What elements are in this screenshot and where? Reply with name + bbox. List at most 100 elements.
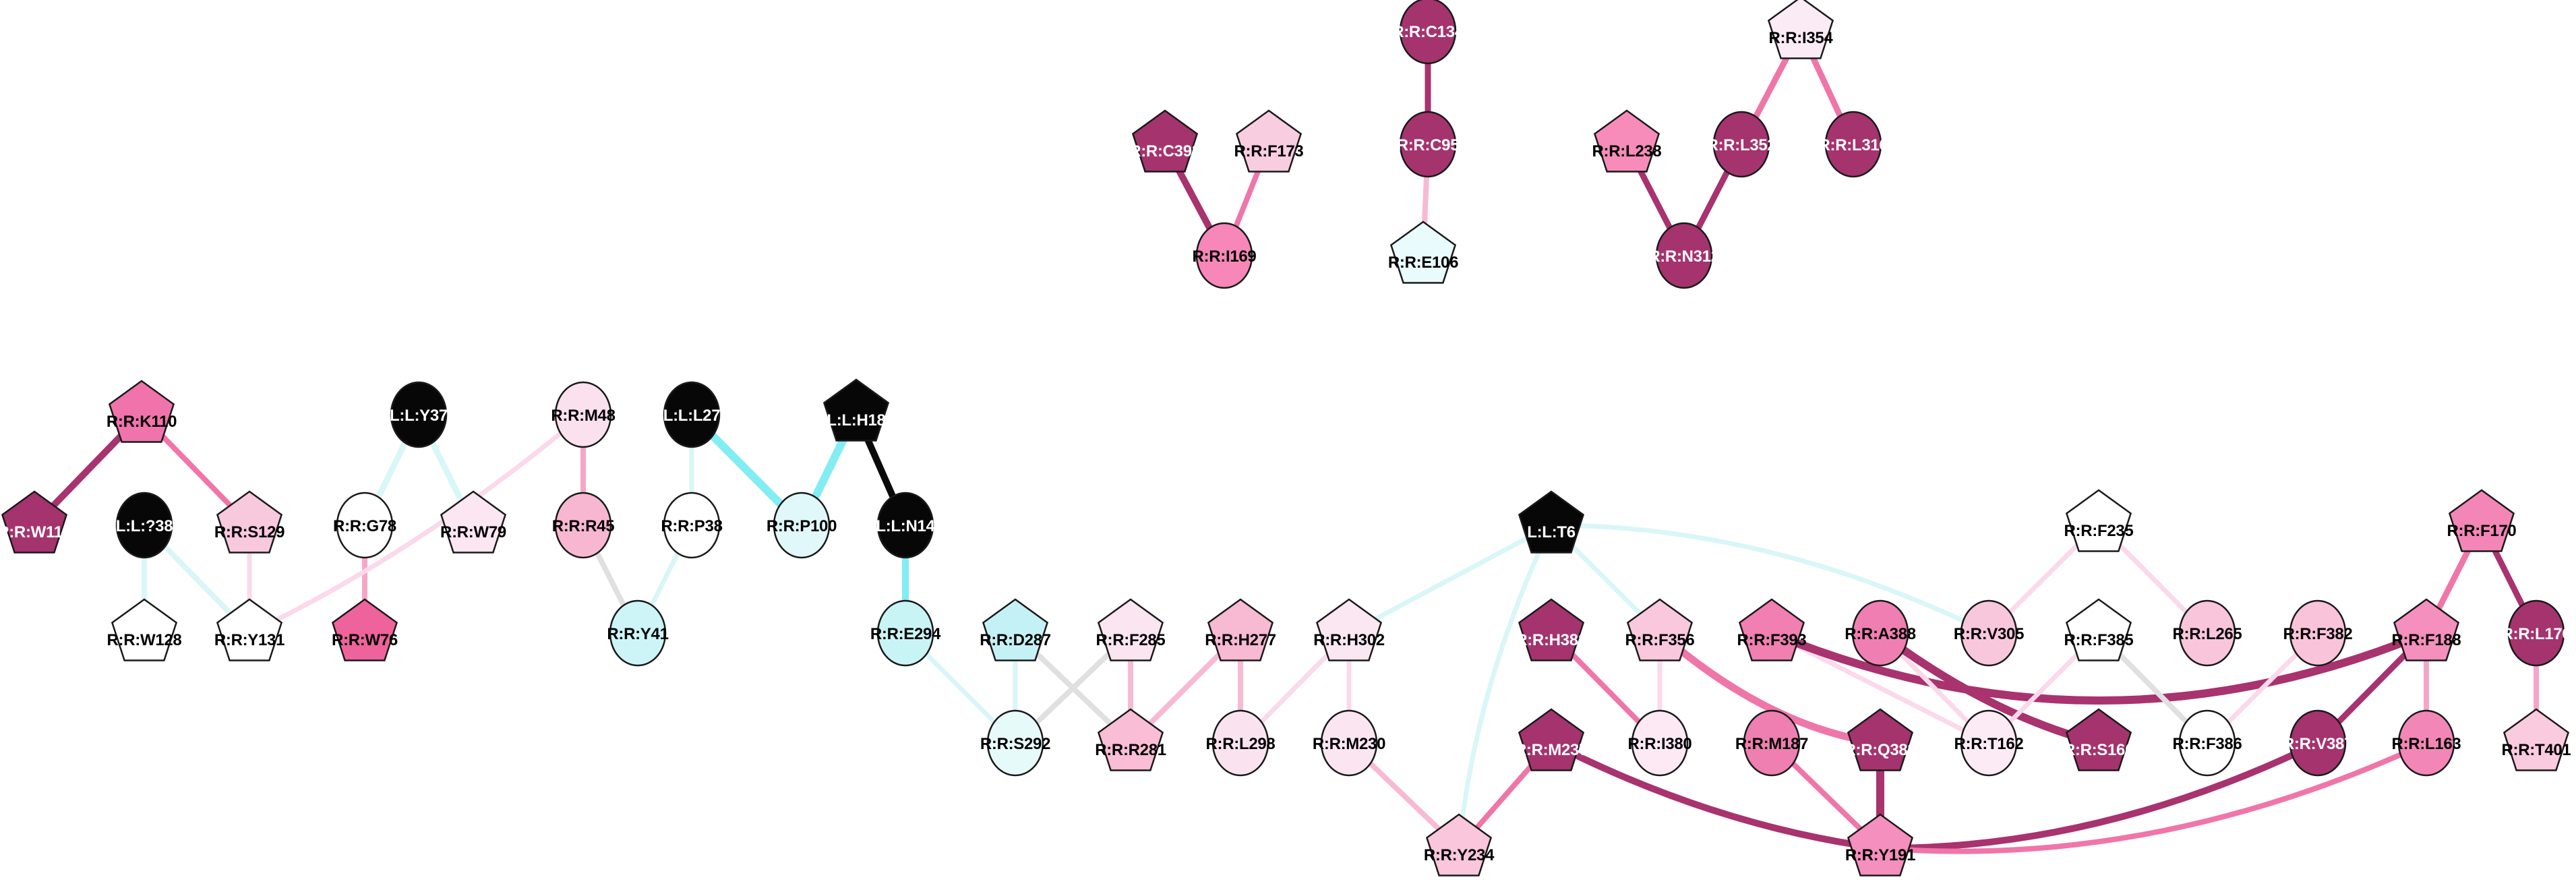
node-R:R:I354[interactable]: R:R:I354: [1767, 0, 1834, 59]
pentagon-node-shape: [1315, 598, 1383, 661]
node-L:L:L27[interactable]: L:L:L27: [663, 381, 721, 448]
ellipse-node-shape: [2397, 709, 2455, 777]
pentagon-node-shape: [111, 598, 178, 661]
pentagon-node-shape: [1235, 109, 1302, 173]
pentagon-node-shape: [1, 490, 68, 554]
node-R:R:R45[interactable]: R:R:R45: [552, 492, 615, 559]
edge-Y191-V387: [1877, 740, 2321, 852]
node-R:R:F188[interactable]: R:R:F188: [2392, 598, 2461, 661]
node-R:R:S166[interactable]: R:R:S166: [2064, 708, 2134, 771]
node-R:R:H302[interactable]: R:R:H302: [1313, 598, 1385, 661]
node-R:R:H381[interactable]: R:R:H381: [1516, 598, 1587, 661]
ellipse-node-shape: [1399, 0, 1457, 65]
pentagon-node-shape: [1097, 598, 1164, 661]
ellipse-node-shape: [1399, 111, 1457, 178]
node-R:R:F393[interactable]: R:R:F393: [1737, 598, 1807, 661]
node-R:R:C95[interactable]: R:R:C95: [1397, 111, 1460, 178]
pentagon-node-shape: [440, 490, 507, 554]
ellipse-node-shape: [2178, 709, 2236, 777]
node-R:R:F385[interactable]: R:R:F385: [2064, 598, 2134, 661]
ellipse-node-shape: [773, 492, 831, 559]
pentagon-node-shape: [2065, 489, 2132, 552]
ellipse-node-shape: [663, 492, 721, 559]
node-L:L:Y37[interactable]: L:L:Y37: [390, 381, 448, 448]
node-R:R:D287[interactable]: R:R:D287: [980, 598, 1051, 661]
node-R:R:W79[interactable]: R:R:W79: [440, 490, 507, 554]
ellipse-node-shape: [1211, 709, 1269, 777]
node-R:R:K110[interactable]: R:R:K110: [107, 380, 177, 443]
edge-M237-Y191: [1548, 740, 1884, 852]
ellipse-node-shape: [876, 492, 934, 559]
ellipse-node-shape: [554, 492, 612, 559]
node-R:R:F285[interactable]: R:R:F285: [1096, 598, 1166, 661]
ellipse-node-shape: [609, 599, 667, 667]
node-L:L:N14[interactable]: L:L:N14: [876, 492, 936, 559]
node-R:R:M48[interactable]: R:R:M48: [551, 381, 616, 448]
ellipse-node-shape: [1960, 599, 2018, 667]
ellipse-node-shape: [336, 492, 394, 559]
node-R:R:E106[interactable]: R:R:E106: [1388, 220, 1458, 284]
ellipse-node-shape: [2289, 599, 2347, 667]
node-R:R:C134[interactable]: R:R:C134: [1392, 0, 1464, 65]
node-L:L:H18[interactable]: L:L:H18: [822, 378, 890, 442]
pentagon-node-shape: [2503, 708, 2570, 771]
edge-T6-H302: [1346, 523, 1554, 636]
pentagon-node-shape: [1518, 708, 1585, 771]
node-R:R:W128[interactable]: R:R:W128: [107, 598, 182, 661]
node-R:R:P38[interactable]: R:R:P38: [661, 492, 723, 559]
ellipse-node-shape: [1743, 709, 1801, 777]
ellipse-node-shape: [986, 709, 1044, 777]
node-R:R:Q383[interactable]: R:R:Q383: [1845, 708, 1917, 771]
node-R:R:N312[interactable]: R:R:N312: [1648, 222, 1720, 289]
pentagon-node-shape: [1097, 708, 1164, 771]
ellipse-node-shape: [1824, 111, 1882, 178]
ellipse-node-shape: [115, 492, 173, 559]
pentagon-node-shape: [1131, 109, 1199, 173]
node-R:R:L238[interactable]: R:R:L238: [1592, 109, 1662, 173]
pentagon-node-shape: [1593, 109, 1660, 173]
node-R:R:F173[interactable]: R:R:F173: [1234, 109, 1304, 173]
node-R:R:C392[interactable]: R:R:C392: [1129, 109, 1201, 173]
pentagon-node-shape: [108, 380, 175, 443]
pentagon-node-shape: [1207, 598, 1274, 661]
pentagon-node-shape: [1767, 0, 1834, 59]
ellipse-node-shape: [2178, 599, 2236, 667]
node-R:R:F235[interactable]: R:R:F235: [2064, 489, 2134, 552]
ellipse-node-shape: [390, 381, 448, 448]
pentagon-node-shape: [2065, 708, 2132, 771]
pentagon-node-shape: [1518, 490, 1585, 554]
ellipse-node-shape: [1655, 222, 1713, 289]
node-R:R:W76[interactable]: R:R:W76: [331, 598, 398, 661]
node-R:R:G78[interactable]: R:R:G78: [333, 492, 396, 559]
pentagon-node-shape: [1518, 598, 1585, 661]
pentagon-node-shape: [1626, 598, 1694, 661]
ellipse-node-shape: [2507, 599, 2565, 667]
pentagon-node-shape: [822, 378, 890, 442]
node-R:R:F170[interactable]: R:R:F170: [2447, 489, 2517, 552]
pentagon-node-shape: [1389, 220, 1457, 284]
pentagon-node-shape: [2065, 598, 2132, 661]
pentagon-node-shape: [1847, 813, 1914, 877]
pentagon-node-shape: [1847, 708, 1914, 771]
edge-F393-F188: [1768, 629, 2430, 705]
node-R:R:T401[interactable]: R:R:T401: [2502, 708, 2571, 771]
pentagon-node-shape: [216, 598, 283, 661]
ellipse-node-shape: [876, 599, 934, 667]
node-R:R:L316[interactable]: R:R:L316: [1819, 111, 1888, 178]
node-R:R:L352[interactable]: R:R:L352: [1707, 111, 1776, 178]
node-R:R:L176[interactable]: R:R:L176: [2502, 599, 2571, 667]
node-R:R:M237[interactable]: R:R:M237: [1515, 708, 1588, 771]
ellipse-node-shape: [554, 381, 612, 448]
node-L:L:?38[interactable]: L:L:?38: [115, 492, 173, 559]
node-R:R:H277[interactable]: R:R:H277: [1205, 598, 1276, 661]
node-R:R:I169[interactable]: R:R:I169: [1193, 222, 1257, 289]
node-L:L:T6[interactable]: L:L:T6: [1518, 490, 1585, 554]
node-R:R:Y41[interactable]: R:R:Y41: [607, 599, 669, 667]
node-R:R:L163[interactable]: R:R:L163: [2392, 709, 2461, 777]
ellipse-node-shape: [1195, 222, 1253, 289]
pentagon-node-shape: [1738, 598, 1805, 661]
pentagon-node-shape: [982, 598, 1049, 661]
ellipse-node-shape: [1851, 599, 1909, 667]
